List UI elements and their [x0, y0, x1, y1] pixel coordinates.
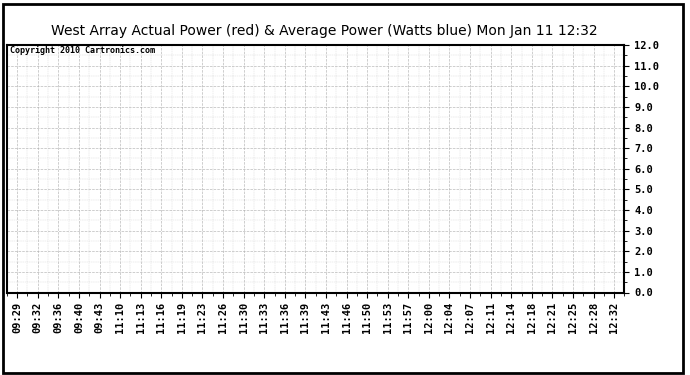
Text: Copyright 2010 Cartronics.com: Copyright 2010 Cartronics.com	[10, 46, 155, 55]
Text: West Array Actual Power (red) & Average Power (Watts blue) Mon Jan 11 12:32: West Array Actual Power (red) & Average …	[51, 24, 598, 38]
